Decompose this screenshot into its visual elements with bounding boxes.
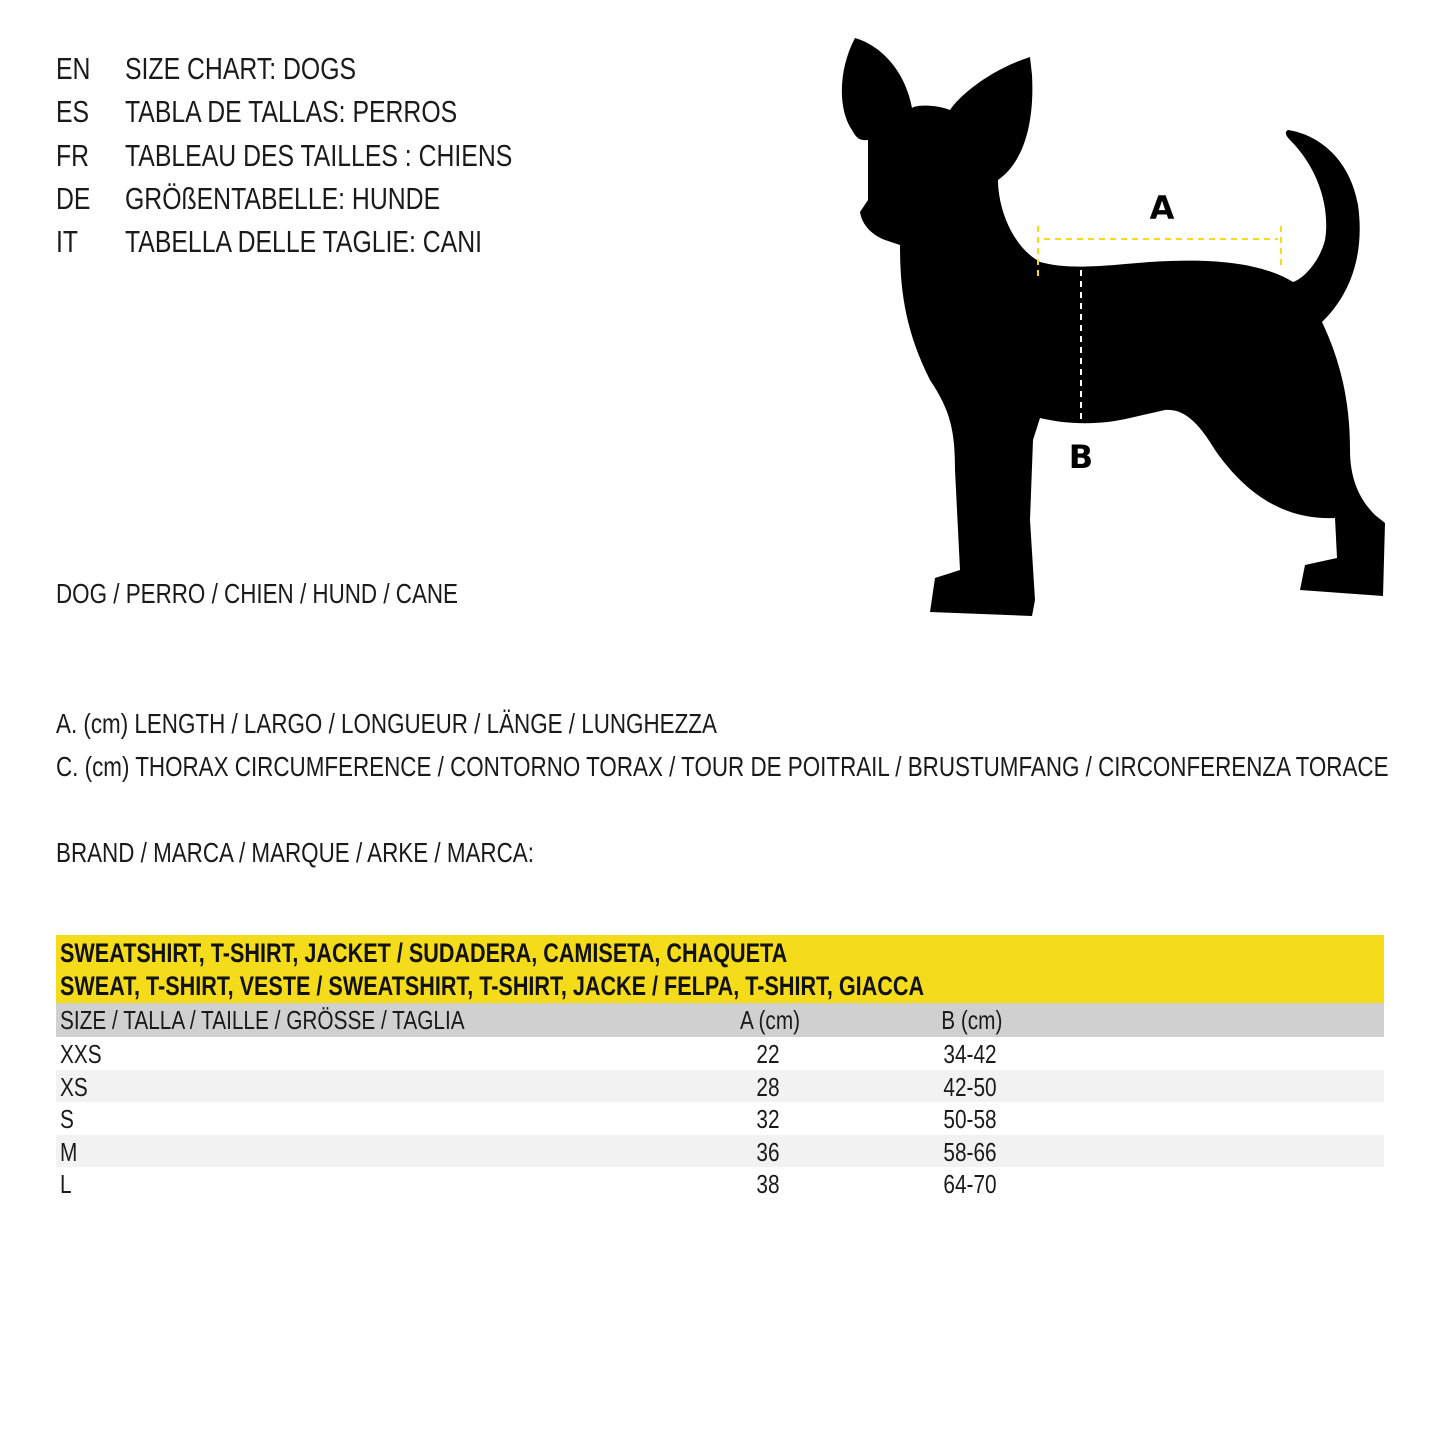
cell-b: 34-42	[943, 1039, 997, 1069]
label-b: B	[1069, 438, 1093, 476]
table-header-row: SIZE / TALLA / TAILLE / GRÖSSE / TAGLIA …	[56, 1003, 1384, 1037]
table-row: L 38 64-70	[56, 1167, 1384, 1200]
table-title-line2: SWEAT, T-SHIRT, VESTE / SWEATSHIRT, T-SH…	[60, 971, 925, 1001]
lang-code-it: IT	[56, 224, 79, 259]
size-table: SWEATSHIRT, T-SHIRT, JACKET / SUDADERA, …	[56, 935, 1384, 1200]
cell-size: S	[60, 1104, 74, 1134]
brand-label: BRAND / MARCA / MARQUE / ARKE / MARCA:	[56, 837, 534, 868]
cell-b: 64-70	[943, 1169, 997, 1199]
dog-measurement-diagram: A B	[841, 38, 1385, 616]
legend-c: C. (cm) THORAX CIRCUMFERENCE / CONTORNO …	[56, 751, 1389, 782]
lang-code-fr: FR	[56, 138, 90, 173]
title-de: GRÖßENTABELLE: HUNDE	[125, 181, 441, 216]
title-it: TABELLA DELLE TAGLIE: CANI	[125, 224, 482, 259]
lang-code-en: EN	[56, 51, 91, 86]
cell-b: 42-50	[943, 1071, 997, 1102]
animal-label: DOG / PERRO / CHIEN / HUND / CANE	[56, 578, 458, 609]
table-title-line1: SWEATSHIRT, T-SHIRT, JACKET / SUDADERA, …	[60, 938, 788, 968]
cell-size: M	[60, 1136, 78, 1167]
header-b: B (cm)	[941, 1005, 1003, 1035]
header-a: A (cm)	[740, 1005, 801, 1035]
cell-a: 22	[756, 1039, 780, 1069]
label-a: A	[1150, 189, 1175, 227]
cell-a: 28	[756, 1071, 780, 1102]
cell-b: 50-58	[943, 1104, 997, 1134]
cell-b: 58-66	[943, 1136, 997, 1167]
lang-code-es: ES	[56, 94, 90, 129]
header-size: SIZE / TALLA / TAILLE / GRÖSSE / TAGLIA	[60, 1005, 465, 1035]
dog-silhouette	[841, 38, 1385, 616]
measure-a-line	[1037, 226, 1282, 278]
table-row: M 36 58-66	[56, 1134, 1384, 1167]
cell-size: XS	[60, 1071, 88, 1102]
legend-a: A. (cm) LENGTH / LARGO / LONGUEUR / LÄNG…	[56, 708, 717, 739]
title-en: SIZE CHART: DOGS	[125, 51, 357, 86]
cell-a: 38	[756, 1169, 780, 1199]
table-row: XS 28 42-50	[56, 1069, 1384, 1102]
cell-a: 32	[756, 1104, 780, 1134]
cell-size: XXS	[60, 1039, 102, 1069]
table-row: XXS 22 34-42	[56, 1037, 1384, 1070]
table-title-band: SWEATSHIRT, T-SHIRT, JACKET / SUDADERA, …	[56, 935, 1384, 1003]
title-fr: TABLEAU DES TAILLES : CHIENS	[125, 138, 513, 173]
table-row: S 32 50-58	[56, 1102, 1384, 1135]
cell-size: L	[60, 1169, 72, 1199]
lang-code-de: DE	[56, 181, 91, 216]
title-es: TABLA DE TALLAS: PERROS	[125, 94, 458, 129]
cell-a: 36	[756, 1136, 780, 1167]
